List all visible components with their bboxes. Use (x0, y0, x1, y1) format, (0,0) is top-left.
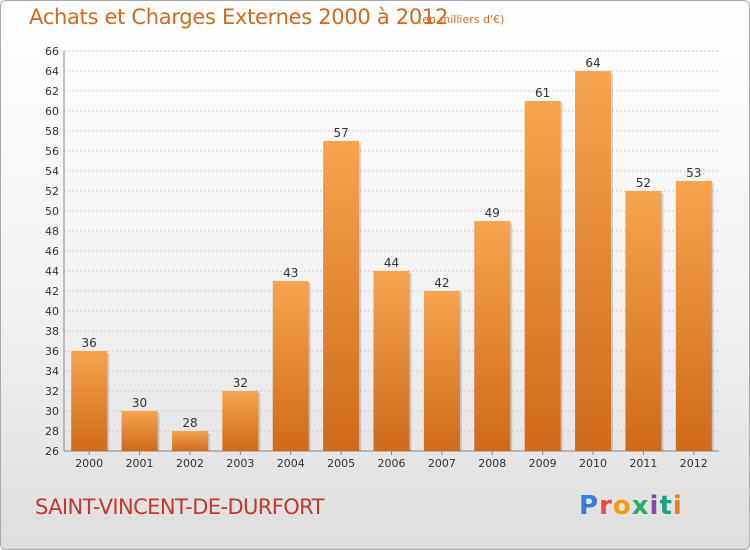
x-tick-label: 2001 (126, 457, 154, 470)
y-tick-label: 34 (45, 365, 59, 378)
y-tick-label: 40 (45, 305, 59, 318)
bar-value-label: 28 (182, 416, 197, 430)
y-tick-label: 62 (45, 85, 59, 98)
y-tick-label: 66 (45, 45, 59, 58)
x-tick-label: 2000 (75, 457, 103, 470)
x-tick-label: 2011 (629, 457, 657, 470)
y-tick-label: 60 (45, 105, 59, 118)
logo-letter: r (599, 491, 613, 521)
logo-letter: i (672, 491, 683, 521)
bar (171, 431, 208, 451)
x-tick-label: 2006 (378, 457, 406, 470)
bar-value-label: 53 (686, 166, 701, 180)
logo-letter: i (649, 491, 660, 521)
bar (625, 191, 662, 451)
bar-value-label: 57 (333, 126, 348, 140)
x-tick-label: 2003 (226, 457, 254, 470)
chart-subtitle: (en milliers d'€) (418, 13, 505, 26)
y-tick-label: 38 (45, 325, 59, 338)
bar-value-label: 61 (535, 86, 550, 100)
bar (222, 391, 259, 451)
proxiti-logo: Proxiti (579, 491, 683, 521)
bar-value-label: 49 (485, 206, 500, 220)
bar (423, 291, 460, 451)
logo-letter: x (631, 491, 650, 521)
bar-value-label: 30 (132, 396, 147, 410)
commune-name: SAINT-VINCENT-DE-DURFORT (35, 495, 324, 519)
bar-value-label: 32 (233, 376, 248, 390)
bar (71, 351, 108, 451)
x-tick-label: 2008 (478, 457, 506, 470)
y-tick-label: 64 (45, 65, 59, 78)
bar (575, 71, 612, 451)
y-tick-label: 42 (45, 285, 59, 298)
x-tick-label: 2010 (579, 457, 607, 470)
x-tick-label: 2005 (327, 457, 355, 470)
y-tick-label: 28 (45, 425, 59, 438)
x-tick-label: 2007 (428, 457, 456, 470)
x-tick-label: 2009 (529, 457, 557, 470)
bar-value-label: 42 (434, 276, 449, 290)
y-tick-label: 58 (45, 125, 59, 138)
chart-title: Achats et Charges Externes 2000 à 2012 (29, 5, 449, 29)
bar (675, 181, 712, 451)
y-tick-label: 50 (45, 205, 59, 218)
bar (272, 281, 309, 451)
logo-letter: t (659, 491, 673, 521)
y-tick-label: 56 (45, 145, 59, 158)
bar (121, 411, 158, 451)
y-tick-label: 44 (45, 265, 59, 278)
y-tick-label: 32 (45, 385, 59, 398)
bar-value-label: 43 (283, 266, 298, 280)
y-tick-label: 46 (45, 245, 59, 258)
y-tick-label: 30 (45, 405, 59, 418)
x-tick-label: 2004 (277, 457, 305, 470)
x-tick-label: 2002 (176, 457, 204, 470)
logo-letter: o (612, 491, 632, 521)
bar-value-label: 64 (585, 56, 600, 70)
logo-letter: P (579, 491, 600, 521)
y-tick-label: 48 (45, 225, 59, 238)
bar (474, 221, 511, 451)
bar (524, 101, 561, 451)
x-tick-label: 2012 (680, 457, 708, 470)
y-tick-label: 36 (45, 345, 59, 358)
bar-value-label: 36 (82, 336, 97, 350)
bar-value-label: 44 (384, 256, 399, 270)
y-tick-label: 26 (45, 445, 59, 458)
bar-value-label: 52 (636, 176, 651, 190)
bar (373, 271, 410, 451)
y-tick-label: 52 (45, 185, 59, 198)
bar (323, 141, 360, 451)
y-tick-label: 54 (45, 165, 59, 178)
